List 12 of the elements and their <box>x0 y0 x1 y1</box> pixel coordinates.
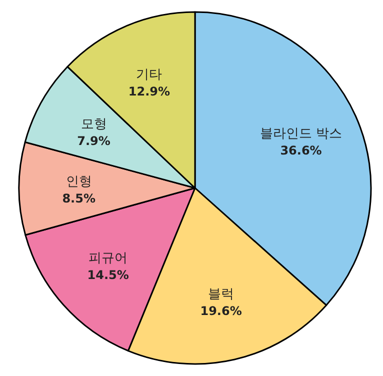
slice-label: 피규어 <box>88 251 128 266</box>
data-label: 36.6% <box>280 144 322 158</box>
data-label: 8.5% <box>62 191 96 206</box>
data-label: 19.6% <box>200 304 242 318</box>
data-label: 12.9% <box>128 84 170 98</box>
data-label: 7.9% <box>77 134 110 148</box>
slice-label: 블라인드 박스 <box>260 126 342 142</box>
slice-label: 모형 <box>80 117 107 132</box>
slice-label: 블럭 <box>208 287 234 302</box>
slice-label: 인형 <box>66 174 92 190</box>
data-label: 14.5% <box>87 268 129 282</box>
slice-label: 기타 <box>136 67 162 82</box>
